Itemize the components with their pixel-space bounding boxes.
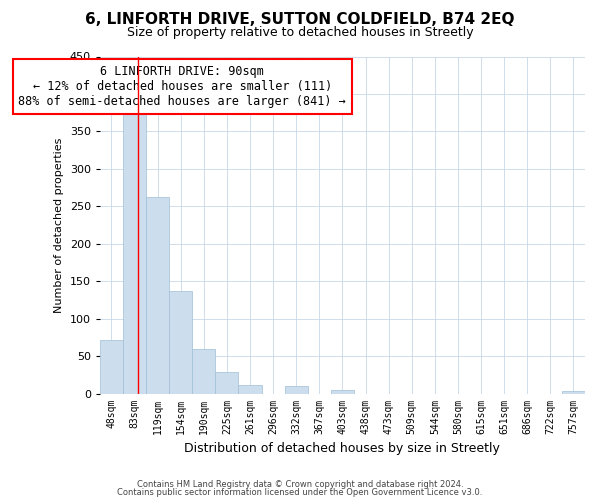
Bar <box>215 372 238 394</box>
Text: 6 LINFORTH DRIVE: 90sqm
← 12% of detached houses are smaller (111)
88% of semi-d: 6 LINFORTH DRIVE: 90sqm ← 12% of detache… <box>19 65 346 108</box>
Y-axis label: Number of detached properties: Number of detached properties <box>54 138 64 312</box>
Bar <box>331 390 354 394</box>
X-axis label: Distribution of detached houses by size in Streetly: Distribution of detached houses by size … <box>184 442 500 455</box>
Bar <box>284 386 308 394</box>
Text: Contains public sector information licensed under the Open Government Licence v3: Contains public sector information licen… <box>118 488 482 497</box>
Text: Contains HM Land Registry data © Crown copyright and database right 2024.: Contains HM Land Registry data © Crown c… <box>137 480 463 489</box>
Bar <box>169 291 192 394</box>
Bar <box>100 340 123 394</box>
Text: 6, LINFORTH DRIVE, SUTTON COLDFIELD, B74 2EQ: 6, LINFORTH DRIVE, SUTTON COLDFIELD, B74… <box>85 12 515 28</box>
Bar <box>123 109 146 394</box>
Bar <box>192 348 215 394</box>
Text: Size of property relative to detached houses in Streetly: Size of property relative to detached ho… <box>127 26 473 39</box>
Bar <box>238 386 262 394</box>
Bar <box>146 198 169 394</box>
Bar <box>562 390 585 394</box>
